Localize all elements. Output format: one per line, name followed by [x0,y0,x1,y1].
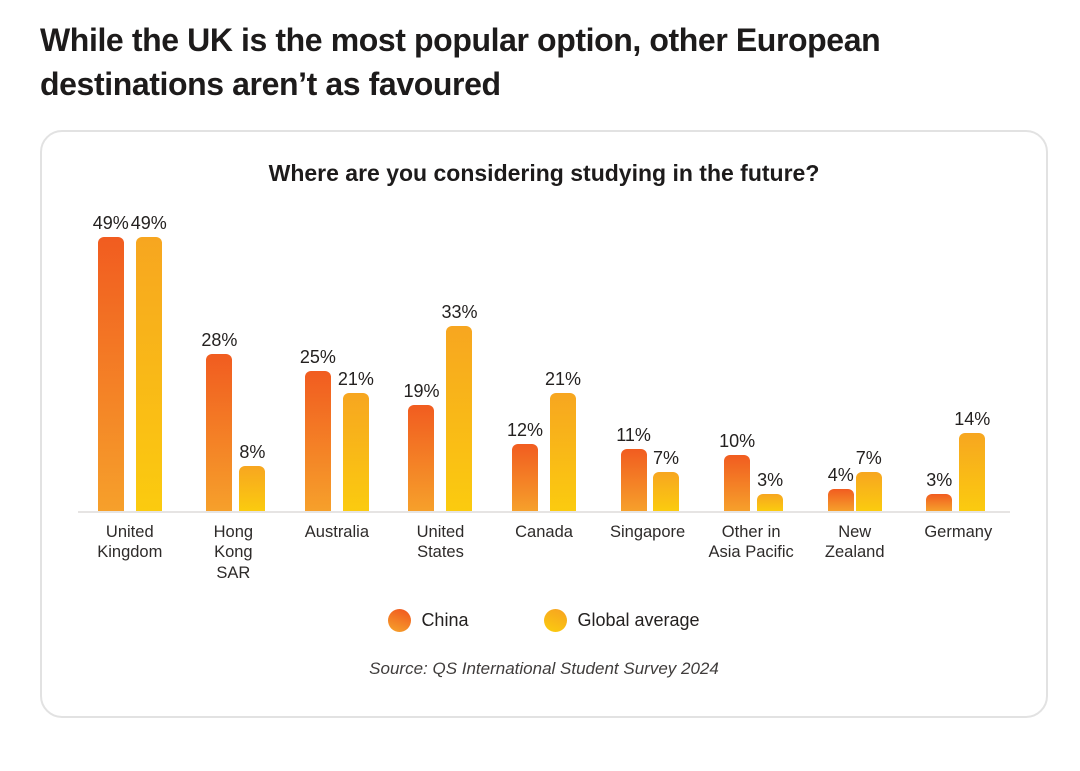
bar-with-label: 3% [757,470,784,512]
bar-value-label: 21% [545,369,582,390]
legend-swatch-icon [388,608,412,632]
plot-area: 49% 49% 28% 8% 25% 21% 19% 33% 12% 21% 11% 7% 10% 3% 4… [78,211,1011,514]
bar-global-average [446,326,473,512]
category-label: Germany [924,523,993,542]
category-label: Other in Asia Pacific [708,523,794,562]
bar-group: 19% 33% [389,302,493,512]
page-title: While the UK is the most popular option,… [40,22,881,103]
bar-with-label: 21% [337,369,374,512]
bar-with-label: 49% [92,213,129,512]
category-label: Australia [304,523,369,542]
bar-value-label: 8% [239,442,266,463]
bar-value-label: 33% [441,302,478,323]
bar-china [512,444,539,512]
bar-with-label: 10% [719,431,756,512]
bar-global-average [757,494,784,512]
bar-value-label: 19% [403,381,440,402]
bar-with-label: 8% [239,442,266,512]
bar-global-average [652,472,679,512]
bar-group: 3% 14% [907,409,1011,512]
bar-with-label: 11% [616,425,651,512]
bar-with-label: 12% [507,420,544,512]
bar-global-average [959,433,986,512]
bar-with-label: 33% [441,302,478,512]
source-caption: Source: QS International Student Survey … [369,658,719,678]
bar-global-average [342,393,369,512]
bar-group: 12% 21% [492,369,596,512]
bar-group: 49% 49% [78,213,182,512]
bar-with-label: 4% [827,465,854,512]
bar-value-label: 49% [130,213,167,234]
category-label: Singapore [609,523,686,542]
bar-china [926,494,953,512]
bar-with-label: 19% [403,381,440,512]
bar-with-label: 7% [855,448,882,512]
bar-value-label: 3% [926,470,953,491]
bar-china [620,449,647,512]
bar-group: 10% 3% [699,431,803,512]
legend-swatch-icon [544,608,568,632]
x-axis-labels: United Kingdom Hong Kong SAR Australia United S… [78,522,1010,582]
category-label: Hong Kong SAR [213,523,254,582]
bar-value-label: 21% [337,369,374,390]
bar-value-label: 11% [616,425,651,446]
bar-chart: 49% 49% 28% 8% 25% 21% 19% 33% 12% 21% 11% 7% 10% 3% 4… [78,211,1010,582]
bar-value-label: 25% [299,347,336,368]
legend-label: Global average [577,609,700,630]
category-label: United States [416,523,465,562]
bar-with-label: 14% [954,409,991,512]
bar-with-label: 21% [545,369,582,512]
bar-with-label: 3% [926,470,953,512]
bar-group: 4% 7% [803,448,907,512]
bar-group: 28% 8% [182,330,286,512]
bar-value-label: 12% [507,420,544,441]
bar-group: 11% 7% [596,425,700,512]
bar-china [827,489,854,512]
bar-value-label: 49% [92,213,129,234]
category-label: Canada [515,523,573,542]
bar-china [97,237,124,512]
bar-value-label: 10% [719,431,756,452]
bar-value-label: 7% [855,448,882,469]
bar-with-label: 28% [201,330,238,512]
bar-value-label: 14% [954,409,991,430]
bar-value-label: 7% [652,448,679,469]
bar-global-average [135,237,162,512]
bar-global-average [550,393,577,512]
bar-with-label: 49% [130,213,167,512]
chart-title: Where are you considering studying in th… [268,160,820,187]
legend-item: China [388,608,469,632]
chart-card: Where are you considering studying in th… [40,130,1048,719]
bar-global-average [239,466,266,512]
bar-value-label: 4% [827,465,854,486]
bar-china [408,405,435,512]
bar-china [206,354,233,512]
legend-label: China [421,609,469,630]
category-label: United Kingdom [97,523,163,562]
bar-group: 25% 21% [285,347,389,512]
legend-item: Global average [544,608,700,632]
bar-with-label: 25% [299,347,336,512]
bar-value-label: 28% [201,330,238,351]
bar-value-label: 3% [757,470,784,491]
bar-with-label: 7% [652,448,679,512]
category-label: New Zealand [824,523,885,562]
bar-global-average [855,472,882,512]
legend: China Global average [78,608,1010,632]
bar-china [724,455,751,512]
bar-china [304,371,331,512]
